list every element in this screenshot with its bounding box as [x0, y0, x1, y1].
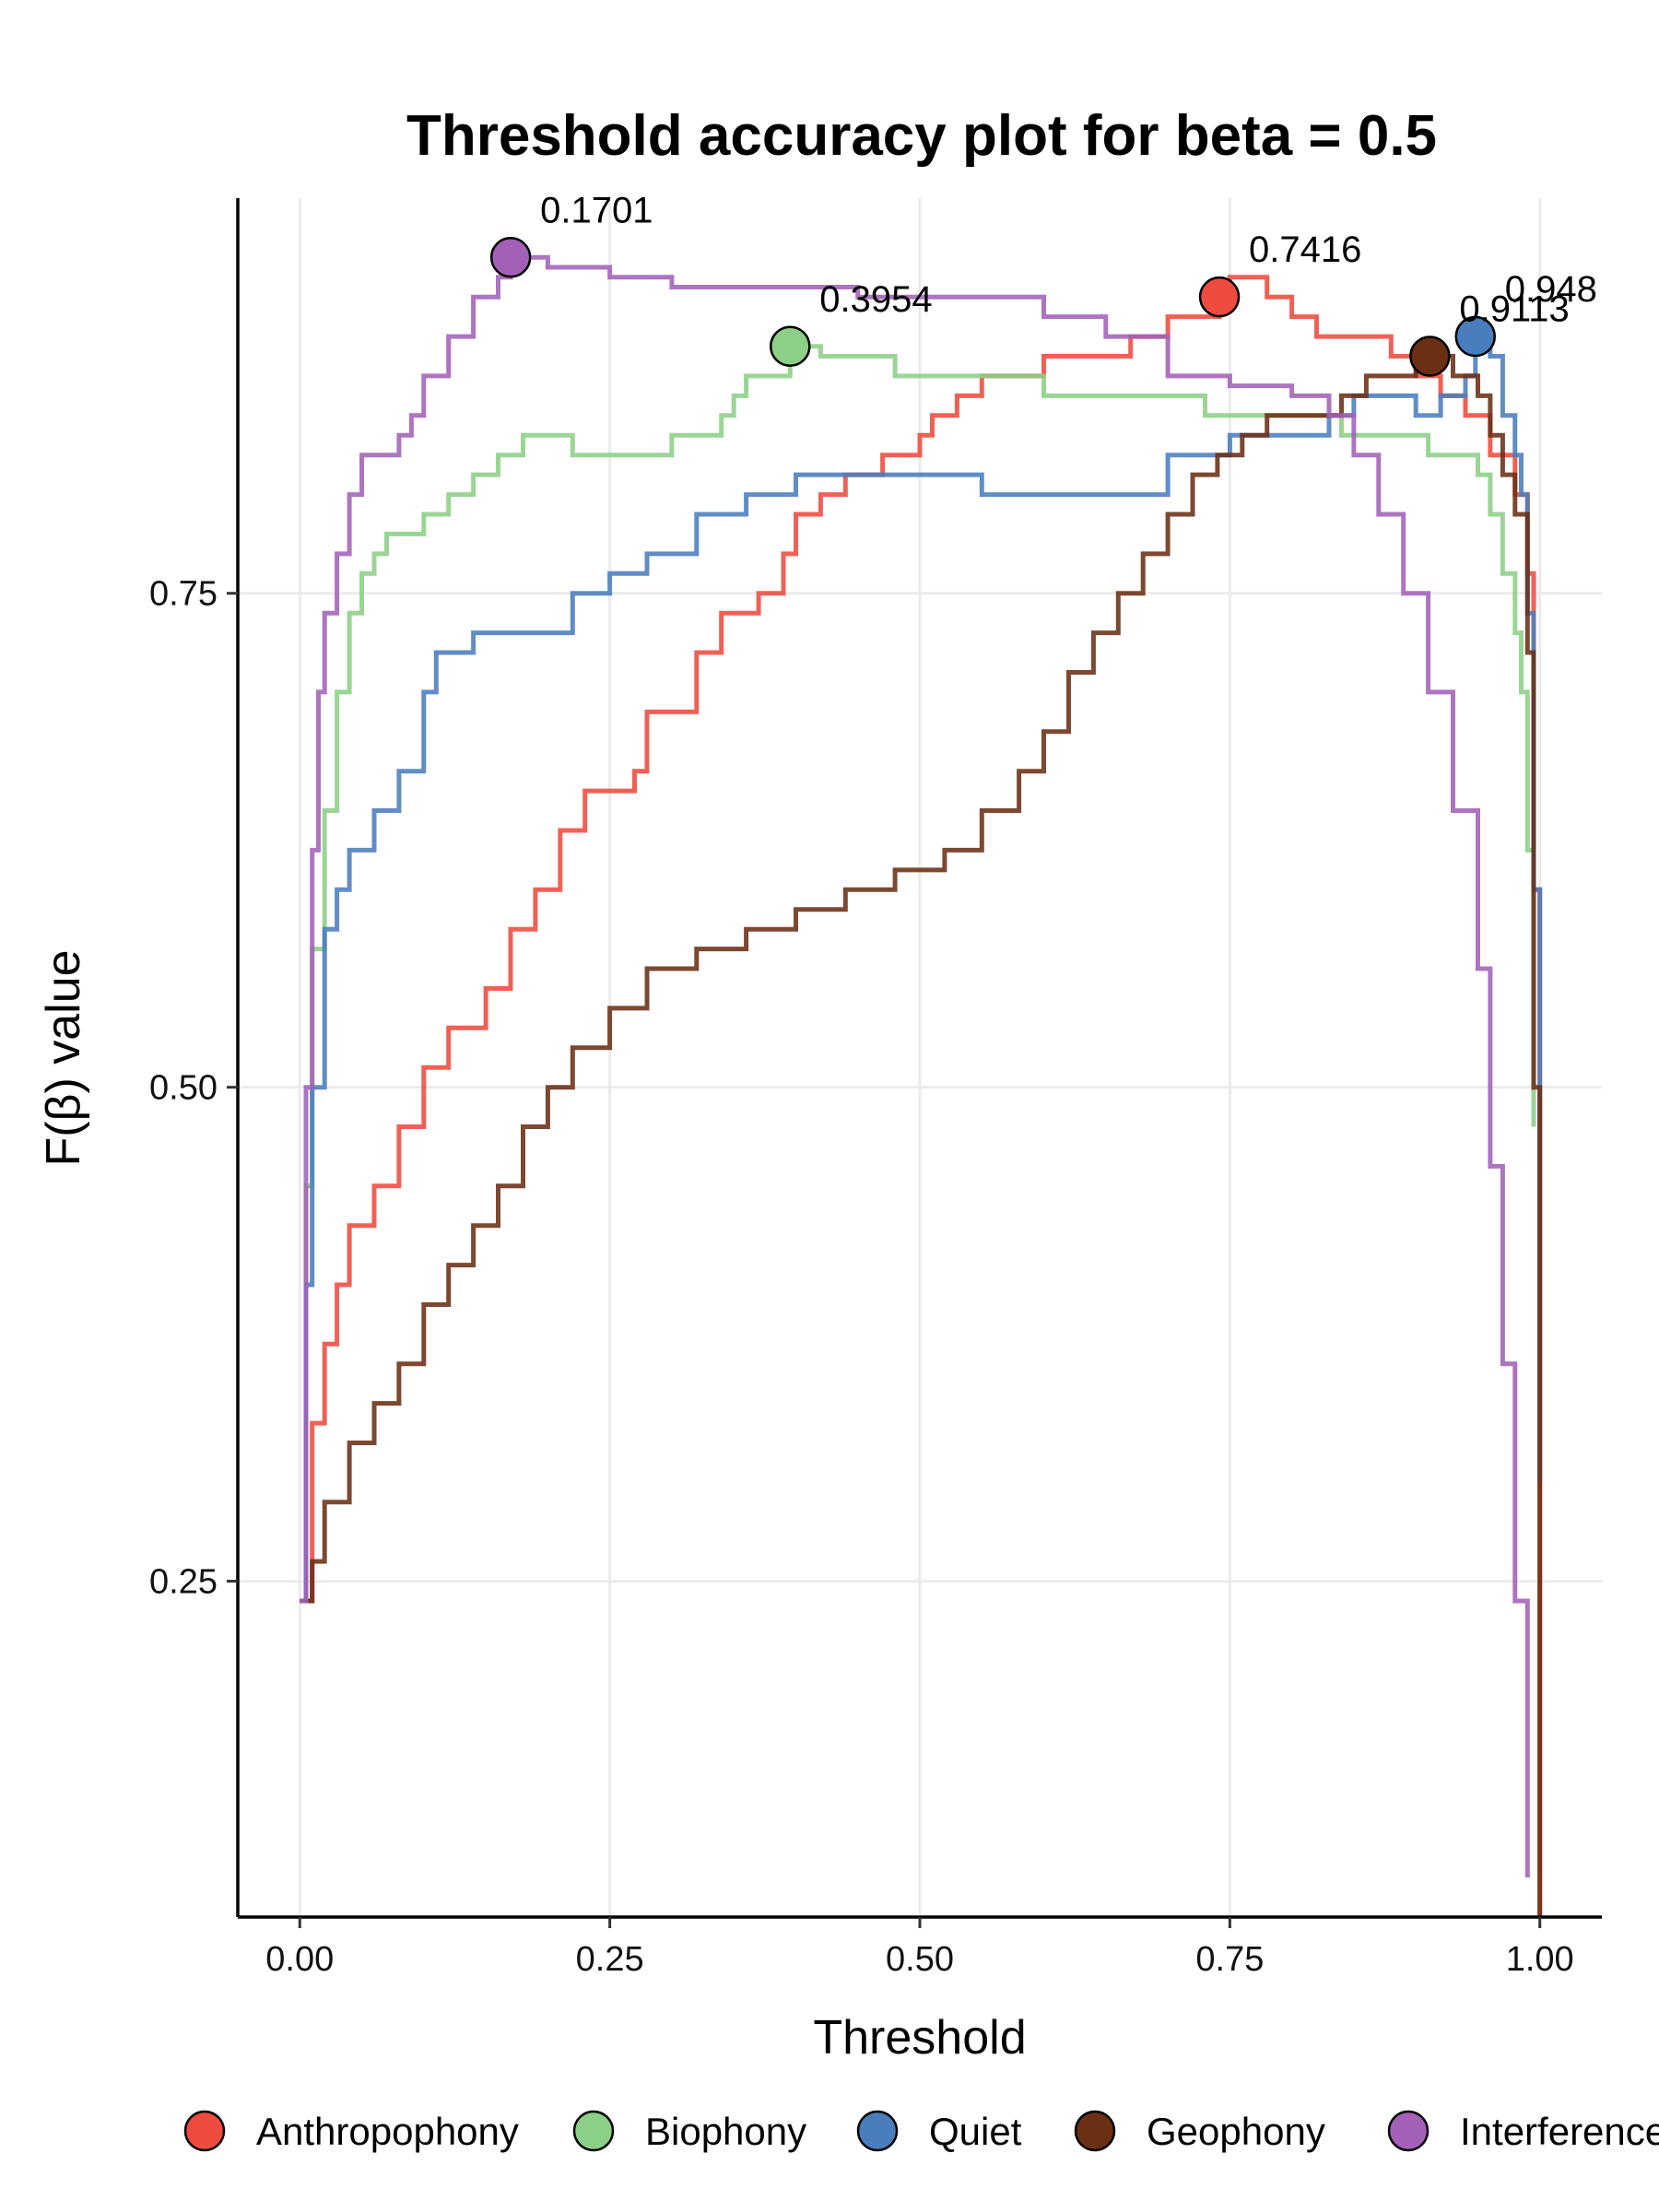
- y-tick-label-1: 0.50: [149, 1069, 218, 1108]
- peak-label-quiet: 0.948: [1505, 269, 1597, 310]
- legend-item-interference[interactable]: Interference: [1387, 2110, 1659, 2153]
- peak-label-geophony: 0.9113: [1459, 288, 1569, 329]
- legend-label-quiet: Quiet: [929, 2110, 1022, 2153]
- legend-key-interference: [1387, 2110, 1430, 2152]
- legend-item-geophony[interactable]: Geophony: [1074, 2110, 1325, 2153]
- y-tick-label-0: 0.25: [149, 1563, 218, 1602]
- legend-key-biophony: [572, 2110, 615, 2152]
- chart-title: Threshold accuracy plot for beta = 0.5: [406, 104, 1437, 168]
- legend-item-biophony[interactable]: Biophony: [572, 2110, 806, 2153]
- series-line-interference: [300, 254, 1530, 1878]
- x-tick-label-1: 0.25: [576, 1940, 644, 1979]
- legend-label-interference: Interference: [1460, 2110, 1659, 2153]
- x-axis-label: Threshold: [813, 2011, 1026, 2065]
- legend[interactable]: Anthropophony Biophony Quiet Geophony Interf…: [183, 2110, 1659, 2153]
- y-axis-label: F(β) value: [37, 949, 90, 1166]
- peak-marker-biophony: [770, 325, 811, 368]
- axes: 0.00 0.25 0.50 0.75 1.00 0.25 0.50 0.75: [149, 198, 1602, 1979]
- series-line-geophony: [300, 354, 1543, 1917]
- legend-key-geophony: [1074, 2110, 1116, 2152]
- x-tick-label-0: 0.00: [265, 1940, 334, 1979]
- series-line-quiet: [300, 334, 1543, 1604]
- peak-label-anthropophony: 0.7416: [1249, 229, 1361, 270]
- legend-key-quiet: [856, 2110, 899, 2152]
- peak-marker-quiet: [1454, 315, 1497, 358]
- y-tick-label-2: 0.75: [149, 575, 218, 614]
- series-line-biophony: [300, 344, 1536, 1604]
- peak-label-interference: 0.1701: [540, 190, 653, 230]
- legend-label-biophony: Biophony: [645, 2110, 806, 2153]
- peak-marker-interference: [489, 237, 532, 278]
- legend-item-anthropophony[interactable]: Anthropophony: [183, 2110, 519, 2153]
- legend-item-quiet[interactable]: Quiet: [856, 2110, 1022, 2153]
- legend-label-geophony: Geophony: [1147, 2110, 1325, 2153]
- peak-label-biophony: 0.3954: [819, 279, 932, 320]
- x-tick-label-3: 0.75: [1195, 1940, 1264, 1979]
- series-lines: [300, 254, 1543, 1917]
- legend-key-anthropophony: [183, 2110, 226, 2152]
- x-tick-label-4: 1.00: [1506, 1940, 1574, 1979]
- legend-label-anthropophony: Anthropophony: [256, 2110, 519, 2153]
- series-line-anthropophony: [300, 275, 1543, 1917]
- peak-marker-geophony: [1409, 335, 1451, 377]
- peak-marker-anthropophony: [1198, 276, 1241, 318]
- x-tick-label-2: 0.50: [886, 1940, 954, 1979]
